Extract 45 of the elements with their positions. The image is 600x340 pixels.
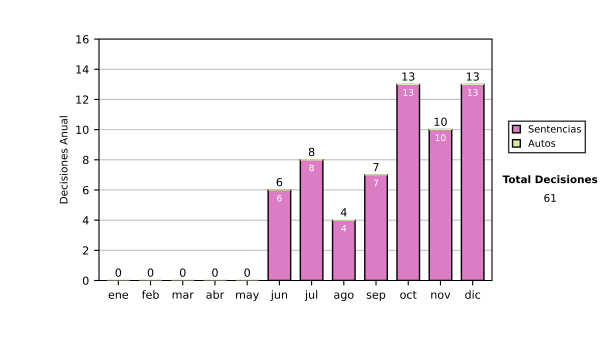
total-label: 0 (180, 268, 186, 277)
y-tick-label: 4 (82, 216, 89, 224)
total-label: 0 (212, 268, 218, 277)
legend-label: Autos (528, 140, 556, 147)
y-tick-label: 12 (76, 95, 88, 104)
data-label: 4 (341, 224, 346, 232)
y-tick-label: 16 (76, 35, 89, 44)
x-tick-label: abr (206, 290, 224, 299)
text: 61 (544, 194, 556, 202)
x-tick-label: sep (366, 292, 386, 301)
y-axis-title: Decisiones Anual (60, 116, 68, 204)
x-tick-label: oct (400, 290, 417, 299)
x-tick-label: jun (270, 290, 288, 301)
total-label: 8 (308, 148, 314, 156)
total-label: 7 (373, 162, 379, 172)
total-label: 6 (276, 178, 282, 186)
total-label: 10 (434, 118, 447, 126)
total-label: 0 (116, 268, 122, 277)
x-tick-label: nov (431, 292, 450, 299)
total-label: 0 (148, 268, 154, 277)
y-tick-label: 8 (82, 156, 89, 164)
text: Total Decisiones (502, 175, 598, 184)
x-tick-label: ago (334, 292, 354, 301)
x-tick-label: jul (304, 290, 318, 301)
y-tick-label: 14 (76, 65, 89, 74)
x-tick-label: feb (142, 290, 159, 299)
total-label: 13 (402, 72, 414, 81)
x-tick-label: may (236, 292, 259, 301)
data-label: 10 (436, 134, 446, 142)
data-label: 6 (277, 194, 282, 202)
y-tick-label: 6 (82, 186, 89, 194)
x-tick-label: ene (108, 292, 128, 299)
y-tick-label: 10 (76, 126, 89, 134)
total-label: 0 (244, 268, 250, 277)
data-label: 8 (309, 164, 314, 172)
x-tick-label: mar (172, 292, 194, 299)
data-label: 13 (403, 89, 414, 96)
y-tick-label: 0 (82, 276, 89, 285)
legend-label: Sentencias (528, 125, 581, 133)
data-label: 7 (374, 180, 378, 186)
x-tick-label: dic (465, 290, 480, 299)
total-label: 13 (466, 72, 479, 81)
y-tick-label: 2 (83, 246, 88, 255)
data-label: 13 (468, 89, 478, 96)
total-label: 4 (340, 208, 347, 216)
